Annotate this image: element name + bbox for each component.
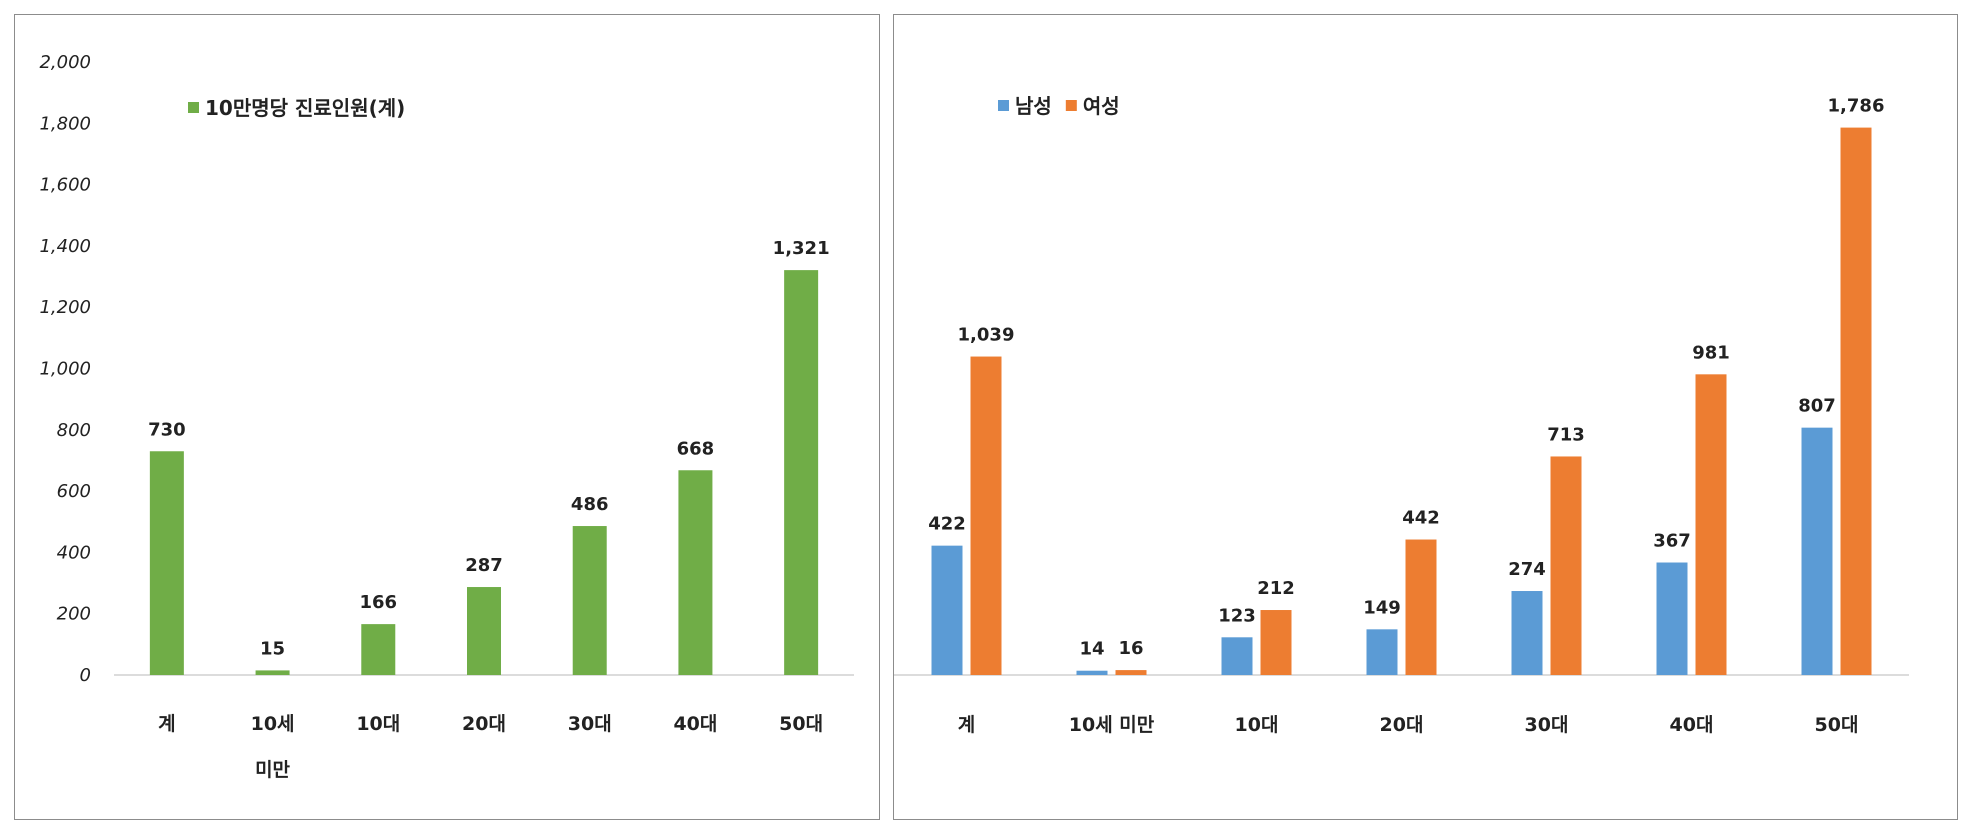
bar-total bbox=[149, 451, 184, 675]
data-label: 486 bbox=[571, 494, 609, 515]
y-tick-label: 0 bbox=[80, 665, 91, 686]
y-tick-label: 2,000 bbox=[39, 52, 91, 73]
data-label: 367 bbox=[1653, 531, 1691, 552]
bar-total bbox=[784, 270, 819, 675]
bar-female bbox=[1840, 127, 1872, 675]
bar-female bbox=[1550, 456, 1582, 675]
data-label: 422 bbox=[928, 514, 966, 535]
data-label: 713 bbox=[1547, 424, 1585, 445]
data-label: 287 bbox=[465, 555, 503, 576]
category-label: 50대 bbox=[779, 713, 823, 735]
data-label: 1,039 bbox=[958, 325, 1015, 346]
data-label: 212 bbox=[1257, 578, 1295, 599]
category-label: 계 bbox=[958, 714, 975, 736]
bar-male bbox=[1221, 637, 1253, 675]
legend-label: 여성 bbox=[1083, 94, 1120, 118]
category-label: 40대 bbox=[1670, 714, 1714, 736]
y-tick-label: 1,200 bbox=[39, 297, 91, 318]
bar-female bbox=[1405, 539, 1437, 675]
category-label: 10세 bbox=[251, 713, 295, 735]
bar-total bbox=[572, 526, 607, 675]
data-label: 166 bbox=[359, 592, 397, 613]
y-tick-label: 800 bbox=[57, 420, 91, 441]
bar-total bbox=[467, 587, 501, 675]
legend-label: 10만명당 진료인원(계) bbox=[205, 96, 405, 120]
bar-male bbox=[1366, 629, 1398, 675]
category-label: 20대 bbox=[462, 713, 506, 735]
bar-total bbox=[678, 470, 713, 675]
legend-swatch bbox=[188, 102, 199, 113]
bar-male bbox=[1511, 591, 1543, 675]
bar-total bbox=[361, 624, 396, 675]
data-label: 981 bbox=[1692, 342, 1730, 363]
data-label: 14 bbox=[1079, 639, 1104, 660]
y-tick-label: 200 bbox=[57, 604, 91, 625]
y-tick-label: 400 bbox=[57, 542, 91, 563]
y-tick-label: 1,600 bbox=[39, 175, 91, 196]
legend-swatch bbox=[1065, 100, 1077, 111]
bar-female bbox=[1115, 670, 1147, 675]
chart-total-by-age: 0 200 400 600 800 1,000 1,200 1,400 1,600 1,800 2,… bbox=[39, 52, 854, 781]
chart-gender-by-age: 422 14 123 149 274 367 807 1,039 16 212 442 713 981 1… bbox=[894, 94, 1909, 736]
y-tick-label: 1,000 bbox=[39, 359, 91, 380]
bar-male bbox=[1801, 427, 1833, 675]
category-label: 10대 bbox=[1235, 714, 1279, 736]
y-tick-label: 1,800 bbox=[39, 113, 91, 134]
category-label: 30대 bbox=[1525, 714, 1569, 736]
bar-female bbox=[1260, 610, 1292, 675]
y-tick-label: 600 bbox=[57, 481, 91, 502]
category-label: 미만 bbox=[255, 759, 290, 781]
data-label: 442 bbox=[1402, 508, 1440, 529]
category-label: 10대 bbox=[356, 713, 400, 735]
category-label: 계 bbox=[158, 713, 175, 735]
data-label: 123 bbox=[1218, 605, 1256, 626]
bar-total bbox=[255, 670, 290, 675]
y-tick-label: 1,400 bbox=[39, 236, 91, 257]
category-label: 30대 bbox=[568, 713, 612, 735]
data-label: 668 bbox=[677, 438, 715, 459]
chart-panel-gender: 422 14 123 149 274 367 807 1,039 16 212 442 713 981 1… bbox=[893, 14, 1958, 820]
data-label: 807 bbox=[1798, 396, 1836, 417]
category-label: 40대 bbox=[673, 713, 717, 735]
data-label: 1,321 bbox=[773, 238, 830, 259]
legend-swatch bbox=[998, 100, 1009, 111]
data-label: 1,786 bbox=[1828, 96, 1885, 117]
chart-panel-total: 0 200 400 600 800 1,000 1,200 1,400 1,600 1,800 2,… bbox=[14, 14, 880, 820]
category-label: 10세 미만 bbox=[1069, 714, 1155, 736]
data-label: 16 bbox=[1118, 638, 1143, 659]
data-label: 730 bbox=[148, 419, 186, 440]
data-label: 149 bbox=[1363, 597, 1401, 618]
bar-male bbox=[931, 545, 963, 675]
bar-female bbox=[1695, 374, 1727, 675]
data-label: 274 bbox=[1508, 559, 1546, 580]
category-label: 20대 bbox=[1380, 714, 1424, 736]
category-label: 50대 bbox=[1815, 714, 1859, 736]
bar-male bbox=[1656, 562, 1688, 675]
bar-male bbox=[1076, 670, 1108, 675]
bar-female bbox=[970, 356, 1002, 675]
data-label: 15 bbox=[260, 638, 285, 659]
legend-label: 남성 bbox=[1015, 94, 1052, 118]
